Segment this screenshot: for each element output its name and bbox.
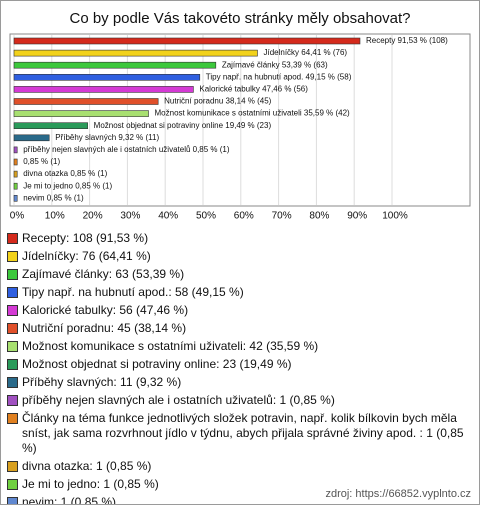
chart-title: Co by podle Vás takovéto stránky měly ob… bbox=[69, 10, 410, 27]
x-tick-label: 60% bbox=[234, 211, 254, 222]
legend-item: divna otazka: 1 (0,85 %) bbox=[7, 459, 469, 474]
legend-item: Zajímavé články: 63 (53,39 %) bbox=[7, 267, 469, 282]
chart: Co by podle Vás takovéto stránky měly ob… bbox=[9, 10, 471, 222]
bar bbox=[13, 158, 18, 166]
legend-swatch bbox=[7, 269, 18, 280]
legend-swatch bbox=[7, 479, 18, 490]
bar-label: Jídelníčky 64,41 % (76) bbox=[263, 48, 347, 57]
bar bbox=[13, 170, 18, 178]
legend-label: Příběhy slavných: 11 (9,32 %) bbox=[22, 375, 182, 389]
legend-swatch bbox=[7, 233, 18, 244]
bar-label: Recepty 91,53 % (108) bbox=[366, 36, 448, 45]
bar bbox=[13, 195, 18, 202]
legend-swatch bbox=[7, 461, 18, 472]
bar bbox=[13, 74, 201, 81]
bar-label: Možnost komunikace s ostatními uživateli… bbox=[155, 109, 351, 118]
legend-item: nevim: 1 (0,85 %) bbox=[7, 495, 469, 505]
x-tick-label: 80% bbox=[309, 211, 329, 222]
legend-swatch bbox=[7, 251, 18, 262]
bar bbox=[13, 134, 50, 142]
bar-label: Možnost objednat si potraviny online 19,… bbox=[94, 121, 272, 130]
legend-item: Kalorické tabulky: 56 (47,46 %) bbox=[7, 303, 469, 318]
legend-item: Tipy např. na hubnutí apod.: 58 (49,15 %… bbox=[7, 285, 469, 300]
legend-swatch bbox=[7, 287, 18, 298]
x-tick-label: 40% bbox=[158, 211, 178, 222]
bar-label: divna otazka 0,85 % (1) bbox=[23, 169, 107, 178]
bar bbox=[13, 110, 149, 117]
legend-label: Je mi to jedno: 1 (0,85 %) bbox=[22, 477, 159, 491]
bar-label: 0,85 % (1) bbox=[23, 157, 60, 166]
legend-label: Jídelníčky: 76 (64,41 %) bbox=[22, 249, 151, 263]
legend-label: Recepty: 108 (91,53 %) bbox=[22, 231, 149, 245]
legend-label: Možnost komunikace s ostatními uživateli… bbox=[22, 339, 319, 353]
bar-label: Nutriční poradnu 38,14 % (45) bbox=[164, 97, 272, 106]
legend-swatch bbox=[7, 341, 18, 352]
legend-item: Recepty: 108 (91,53 %) bbox=[7, 231, 469, 246]
legend-item: Nutriční poradnu: 45 (38,14 %) bbox=[7, 321, 469, 336]
source: zdroj: https://66852.vyplnto.cz bbox=[325, 488, 471, 500]
x-tick-label: 70% bbox=[272, 211, 292, 222]
bar bbox=[13, 146, 18, 154]
x-tick-label: 50% bbox=[196, 211, 216, 222]
bar bbox=[13, 86, 194, 93]
legend-item: Možnost objednat si potraviny online: 23… bbox=[7, 357, 469, 372]
x-tick-label: 30% bbox=[120, 211, 140, 222]
bar bbox=[13, 122, 88, 129]
legend-label: Články na téma funkce jednotlivých slože… bbox=[22, 411, 464, 455]
legend-swatch bbox=[7, 323, 18, 334]
bar bbox=[13, 49, 258, 57]
legend-swatch bbox=[7, 359, 18, 370]
x-tick-label: 90% bbox=[347, 211, 367, 222]
legend: Recepty: 108 (91,53 %) Jídelníčky: 76 (64… bbox=[7, 231, 469, 505]
legend-swatch bbox=[7, 395, 18, 406]
bar-label: Tipy např. na hubnutí apod. 49,15 % (58) bbox=[206, 72, 352, 81]
legend-label: Kalorické tabulky: 56 (47,46 %) bbox=[22, 303, 189, 317]
x-tick-label: 0% bbox=[10, 211, 25, 222]
bar-label: Zajímavé články 53,39 % (63) bbox=[222, 60, 328, 69]
legend-item: Články na téma funkce jednotlivých slože… bbox=[7, 411, 469, 456]
bar-label: Je mi to jedno 0,85 % (1) bbox=[23, 181, 112, 190]
bar-label: Kalorické tabulky 47,46 % (56) bbox=[199, 85, 308, 94]
legend-item: příběhy nejen slavných ale i ostatních u… bbox=[7, 393, 469, 408]
bar bbox=[13, 98, 159, 105]
legend-swatch bbox=[7, 497, 18, 504]
legend-item: Možnost komunikace s ostatními uživateli… bbox=[7, 339, 469, 354]
x-tick-label: 100% bbox=[382, 211, 408, 222]
bar-label: nevim 0,85 % (1) bbox=[23, 193, 84, 202]
legend-label: Nutriční poradnu: 45 (38,14 %) bbox=[22, 321, 187, 335]
legend-item: Příběhy slavných: 11 (9,32 %) bbox=[7, 375, 469, 390]
legend-swatch bbox=[7, 413, 18, 424]
bar bbox=[13, 61, 217, 69]
bar bbox=[13, 37, 361, 45]
legend-swatch bbox=[7, 305, 18, 316]
legend-label: Zajímavé články: 63 (53,39 %) bbox=[22, 267, 185, 281]
legend-label: Možnost objednat si potraviny online: 23… bbox=[22, 357, 292, 371]
legend-item: Jídelníčky: 76 (64,41 %) bbox=[7, 249, 469, 264]
legend-label: nevim: 1 (0,85 %) bbox=[22, 495, 117, 505]
bar-label: Příběhy slavných 9,32 % (11) bbox=[55, 133, 159, 142]
x-tick-label: 10% bbox=[45, 211, 65, 222]
bar-label: příběhy nejen slavných ale i ostatních u… bbox=[23, 145, 230, 154]
legend-label: Tipy např. na hubnutí apod.: 58 (49,15 %… bbox=[22, 285, 244, 299]
legend-label: příběhy nejen slavných ale i ostatních u… bbox=[22, 393, 335, 407]
legend-label: divna otazka: 1 (0,85 %) bbox=[22, 459, 152, 473]
legend-swatch bbox=[7, 377, 18, 388]
x-tick-label: 20% bbox=[83, 211, 103, 222]
bar bbox=[13, 182, 18, 190]
legend-item: Je mi to jedno: 1 (0,85 %) bbox=[7, 477, 469, 492]
